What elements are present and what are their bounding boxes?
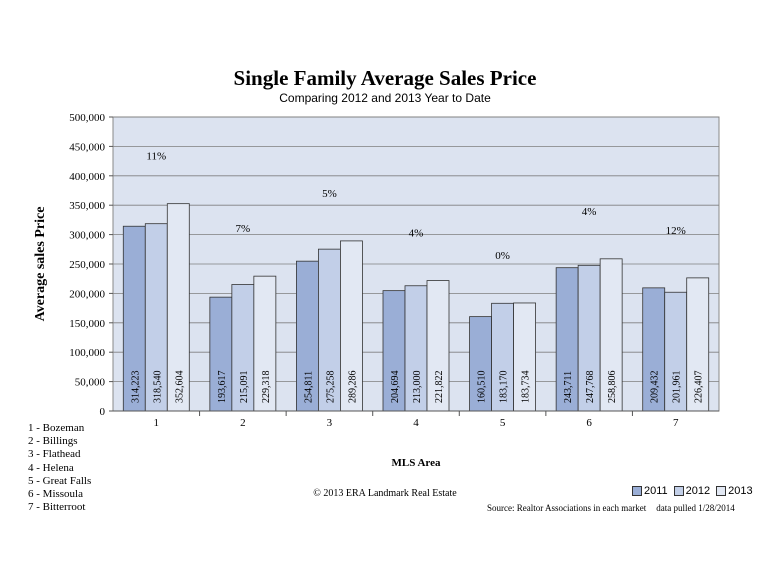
legend-label-2011: 2011 <box>644 485 668 497</box>
data-label: 352,604 <box>174 371 185 404</box>
data-label: 314,223 <box>130 371 141 404</box>
legend-swatch-2011 <box>632 486 642 496</box>
y-tick-label: 0 <box>100 406 106 418</box>
legend-item-2013: 2013 <box>716 485 753 497</box>
data-label: 201,961 <box>672 371 683 404</box>
x-axis-label: MLS Area <box>392 457 441 469</box>
x-tick-label: 1 <box>154 417 160 429</box>
legend-swatch-2012 <box>673 486 684 496</box>
y-tick-label: 50,000 <box>75 377 106 389</box>
data-label: 193,617 <box>217 371 228 404</box>
source-note: Source: Realtor Associations in each mar… <box>487 503 735 513</box>
area-legend-item: 2 - Billings <box>28 435 78 448</box>
copyright: © 2013 ERA Landmark Real Estate <box>313 488 457 499</box>
data-label: 254,811 <box>303 371 314 403</box>
x-tick-label: 5 <box>500 417 506 429</box>
data-label: 213,000 <box>412 371 423 404</box>
data-label: 215,091 <box>239 371 250 404</box>
data-label: 229,318 <box>261 371 272 404</box>
data-label: 183,170 <box>499 371 510 403</box>
pct-annotation: 4% <box>409 228 424 240</box>
data-label: 204,694 <box>390 371 401 404</box>
legend-label-2013: 2013 <box>728 485 753 497</box>
area-legend-item: 3 - Flathead <box>28 448 81 461</box>
data-label: 226,407 <box>694 371 705 404</box>
y-axis-label: Average sales Price <box>33 207 48 322</box>
area-legend-item: 7 - Bitterroot <box>28 501 86 514</box>
y-tick-label: 350,000 <box>69 200 105 212</box>
pct-annotation: 12% <box>666 225 686 237</box>
pct-annotation: 5% <box>322 188 337 200</box>
chart-title: Single Family Average Sales Price <box>233 66 537 90</box>
area-legend-item: 6 - Missoula <box>28 488 83 501</box>
source-text: Source: Realtor Associations in each mar… <box>487 503 647 513</box>
legend-item-2012: 2012 <box>673 485 711 497</box>
area-legend: 1 - Bozeman 2 - Billings 3 - Flathead 4 … <box>28 422 91 514</box>
chart-subtitle: Comparing 2012 and 2013 Year to Date <box>279 91 491 105</box>
data-label: 289,286 <box>347 371 358 404</box>
area-legend-item: 4 - Helena <box>28 461 74 474</box>
y-tick-label: 400,000 <box>69 171 105 183</box>
y-tick-label: 300,000 <box>69 230 105 242</box>
y-tick-label: 150,000 <box>69 318 105 330</box>
area-legend-item: 1 - Bozeman <box>28 422 85 434</box>
y-tick-label: 100,000 <box>69 347 105 359</box>
legend-swatch-2013 <box>716 486 727 496</box>
pct-annotation: 0% <box>495 250 510 262</box>
y-tick-label: 500,000 <box>69 112 105 124</box>
legend-label-2012: 2012 <box>685 485 711 497</box>
x-tick-label: 7 <box>673 417 679 429</box>
x-tick-label: 4 <box>413 417 419 429</box>
pct-annotation: 7% <box>236 223 251 235</box>
area-legend-item: 5 - Great Falls <box>28 474 92 487</box>
data-pulled-text: data pulled 1/28/2014 <box>656 503 735 513</box>
data-label: 258,806 <box>607 371 618 404</box>
y-tick-label: 200,000 <box>69 288 105 300</box>
data-label: 243,711 <box>563 371 574 403</box>
data-label: 160,510 <box>477 371 488 403</box>
data-label: 247,768 <box>585 371 596 404</box>
data-label: 275,258 <box>325 371 336 404</box>
data-label: 221,822 <box>434 371 445 404</box>
data-label: 209,432 <box>650 371 661 404</box>
data-label: 318,540 <box>152 371 163 404</box>
data-label: 183,734 <box>521 371 532 404</box>
x-tick-label: 3 <box>327 417 333 429</box>
pct-annotation: 4% <box>582 206 597 218</box>
x-tick-label: 6 <box>586 417 592 429</box>
y-tick-label: 450,000 <box>69 141 105 153</box>
pct-annotation: 11% <box>146 151 166 163</box>
y-tick-label: 250,000 <box>69 259 105 271</box>
x-tick-label: 2 <box>240 417 246 429</box>
series-legend: 2011 2012 2013 <box>632 485 753 497</box>
legend-item-2011: 2011 <box>632 485 668 497</box>
